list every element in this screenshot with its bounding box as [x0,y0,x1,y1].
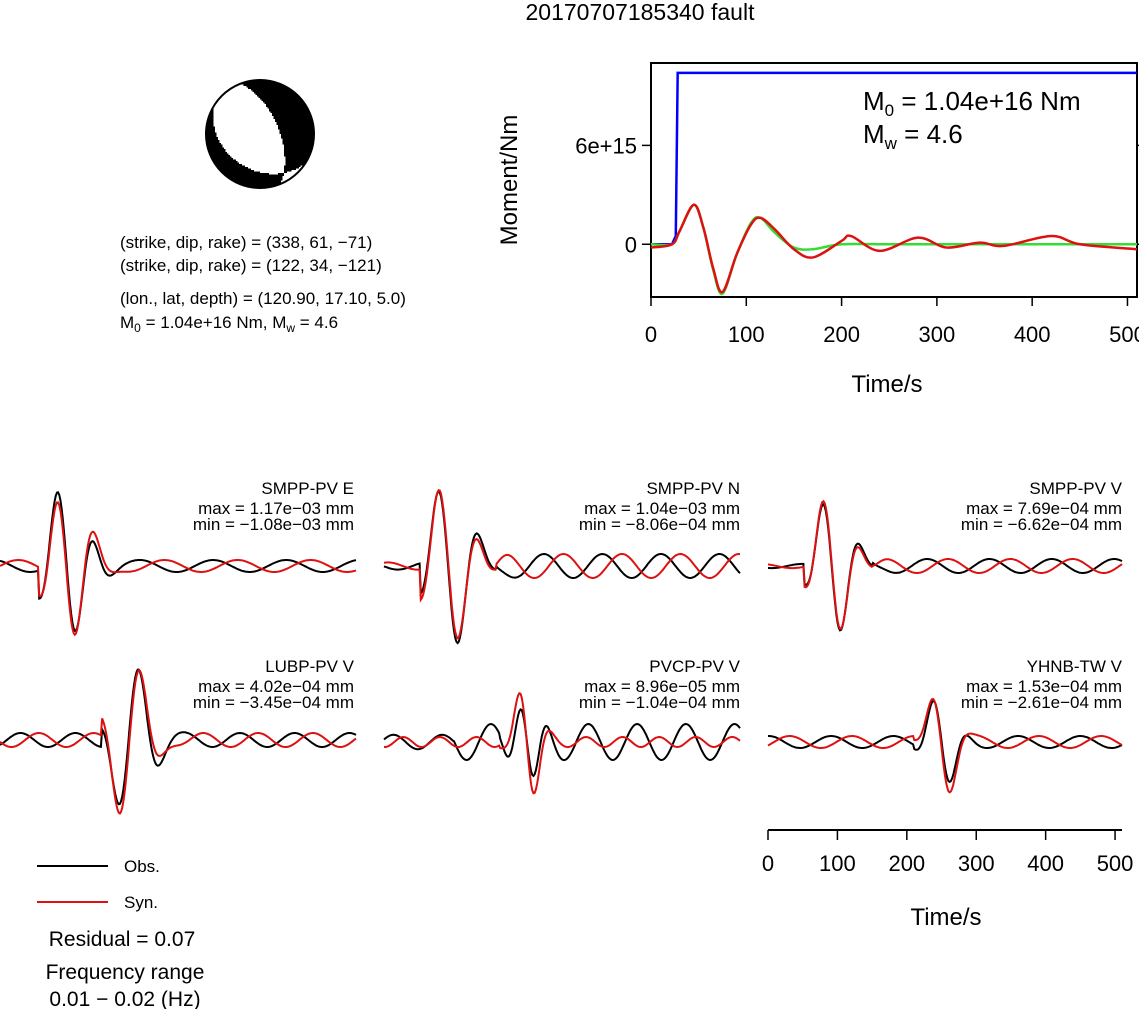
synthetic-trace [767,698,1123,794]
station-name: YHNB-TW V [1027,657,1123,676]
station-name: PVCP-PV V [649,657,740,676]
moment-ylabel: Moment/Nm [496,115,523,246]
focal-mechanism-beachball [205,79,315,189]
residual-label: Residual = 0.07 [49,928,196,951]
moment-xtick-label: 300 [919,322,956,347]
moment-rate-obs-line [650,203,1137,296]
observed-trace [768,699,1123,784]
moment-xtick-label: 200 [823,322,860,347]
waveform-xtick-label: 400 [1027,851,1064,876]
station-max: max = 1.17e−03 mm [198,499,354,518]
m0-value: = 1.04e+16 Nm, M [141,313,287,332]
frequency-range-value: 0.01 − 0.02 (Hz) [49,988,200,1009]
moment-m0-annotation: M0 = 1.04e+16 Nm [863,86,1081,120]
synthetic-trace [383,692,741,795]
observed-trace [0,668,357,806]
station-min: min = −8.06e−04 mm [579,515,740,534]
moment-xlabel: Time/s [851,371,922,398]
moment-rate-panel: 0 6e+15 0 100 200 300 400 500 Moment/Nm Time/s… [496,62,1139,398]
nodal-plane-1: (strike, dip, rake) = (338, 61, −71) [120,233,372,252]
legend-syn-label: Syn. [124,893,158,912]
station-min: min = −2.61e−04 mm [961,693,1122,712]
station-name: SMPP-PV V [1029,479,1122,498]
station-min: min = −1.04e−04 mm [579,693,740,712]
beachball-outline [205,79,315,189]
station-max: max = 1.53e−04 mm [966,677,1122,696]
waveform-xtick-label: 0 [762,851,774,876]
waveform-xtick-label: 200 [888,851,925,876]
nodal-plane-2: (strike, dip, rake) = (122, 34, −121) [120,256,382,275]
location-depth: (lon., lat, depth) = (120.90, 17.10, 5.0… [120,289,406,308]
station-name: LUBP-PV V [265,657,354,676]
station-name: SMPP-PV E [261,479,354,498]
frequency-range-label: Frequency range [46,961,205,984]
station-max: max = 8.96e−05 mm [584,677,740,696]
magnitude-summary: M0 = 1.04e+16 Nm, Mw = 4.6 [120,313,338,335]
waveform-x-ticks: 0 100 200 300 400 500 [762,830,1134,876]
moment-ytick-label: 6e+15 [575,133,637,158]
synthetic-trace [0,669,357,815]
legend-obs-label: Obs. [124,857,160,876]
station-min: min = −1.08e−03 mm [193,515,354,534]
synthetic-trace [767,499,1123,630]
source-parameters: (strike, dip, rake) = (338, 61, −71) (st… [120,233,406,335]
legend: Obs. Syn. [37,857,160,912]
station-name: SMPP-PV N [646,479,740,498]
waveform-xlabel: Time/s [910,904,981,931]
waveform-xtick-label: 500 [1097,851,1134,876]
station-max: max = 1.04e−03 mm [584,499,740,518]
mw-subscript: w [285,321,295,335]
moment-xtick-label: 100 [728,322,765,347]
beachball-compression-quadrants [206,80,314,188]
moment-y-ticks: 0 6e+15 [575,133,1139,257]
moment-plot-frame [650,62,1138,298]
synthetic-trace [383,488,741,640]
station-min: min = −3.45e−04 mm [193,693,354,712]
m0-symbol: M [120,313,134,332]
observed-trace [0,491,357,632]
moment-curves [650,71,1138,296]
mw-value: = 4.6 [295,313,338,332]
m0-subscript: 0 [134,321,141,335]
moment-mw-annotation: Mw = 4.6 [863,119,963,153]
waveform-time-axis: 0 100 200 300 400 500 Time/s [762,829,1134,931]
moment-ytick-label: 0 [625,232,637,257]
moment-x-ticks: 0 100 200 300 400 500 [645,297,1139,347]
waveform-xtick-label: 300 [958,851,995,876]
moment-rate-syn-line [650,203,1138,294]
synthetic-trace [0,501,357,637]
moment-xtick-label: 400 [1014,322,1051,347]
station-min: min = −6.62e−04 mm [961,515,1122,534]
waveform-xtick-label: 100 [819,851,856,876]
figure-title: 20170707185340 fault [526,0,756,25]
station-max: max = 4.02e−04 mm [198,677,354,696]
observed-trace [383,708,741,778]
moment-xtick-label: 0 [645,322,657,347]
moment-xtick-label: 500 [1109,322,1139,347]
station-max: max = 7.69e−04 mm [966,499,1122,518]
